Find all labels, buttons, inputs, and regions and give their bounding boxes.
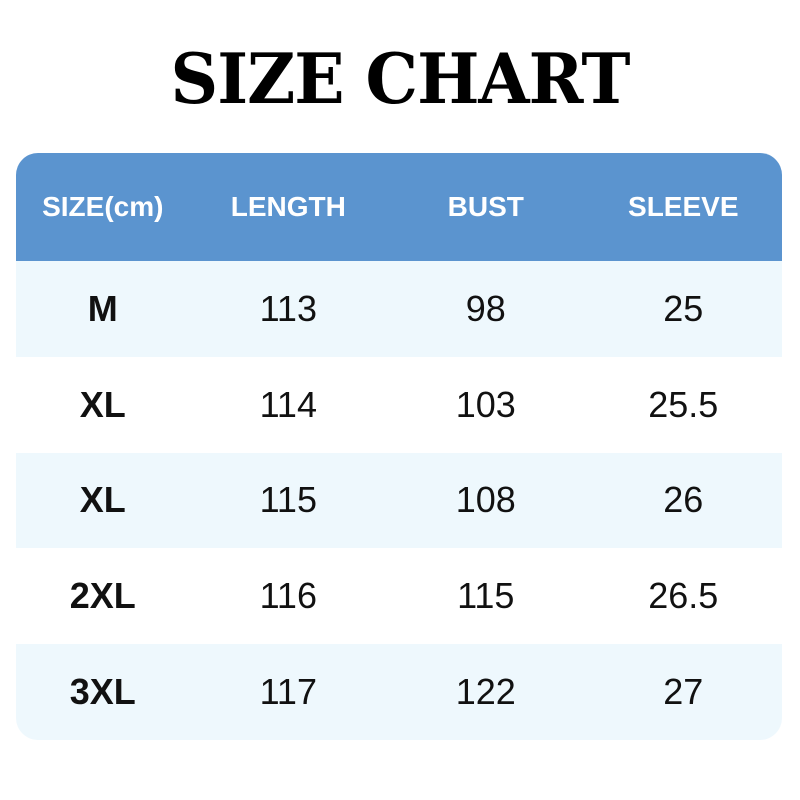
table-row: XL 114 103 25.5	[16, 357, 782, 453]
table-header: SIZE(cm) LENGTH BUST SLEEVE	[16, 153, 782, 261]
cell-bust: 108	[455, 479, 516, 521]
size-table: SIZE(cm) LENGTH BUST SLEEVE M 113 98 25 XL 11…	[16, 153, 782, 740]
cell-sleeve: 26	[663, 479, 704, 521]
cell-size: 3XL	[69, 671, 136, 713]
header-size: SIZE(cm)	[42, 191, 164, 222]
cell-length: 116	[259, 575, 317, 617]
cell-bust: 122	[455, 671, 516, 713]
cell-size: 2XL	[69, 575, 136, 617]
cell-length: 115	[259, 479, 317, 521]
cell-bust: 103	[455, 383, 516, 425]
cell-sleeve: 25	[663, 287, 704, 329]
cell-size: XL	[79, 479, 126, 521]
header-length: LENGTH	[230, 191, 346, 222]
cell-bust: 98	[465, 287, 506, 329]
cell-sleeve: 26.5	[648, 575, 719, 617]
cell-length: 113	[259, 287, 317, 329]
cell-size: M	[87, 287, 118, 329]
table-row: M 113 98 25	[16, 261, 782, 357]
page-title: SIZE CHART	[170, 38, 631, 120]
header-bust: BUST	[447, 191, 524, 222]
table-row: 3XL 117 122 27	[16, 644, 782, 740]
cell-length: 117	[259, 671, 317, 713]
cell-length: 114	[259, 383, 317, 425]
cell-bust: 115	[457, 575, 515, 617]
cell-sleeve: 25.5	[648, 383, 719, 425]
table-row: 2XL 116 115 26.5	[16, 548, 782, 644]
cell-sleeve: 27	[663, 671, 704, 713]
table-row: XL 115 108 26	[16, 452, 782, 549]
cell-size: XL	[79, 383, 126, 425]
header-sleeve: SLEEVE	[628, 191, 739, 222]
